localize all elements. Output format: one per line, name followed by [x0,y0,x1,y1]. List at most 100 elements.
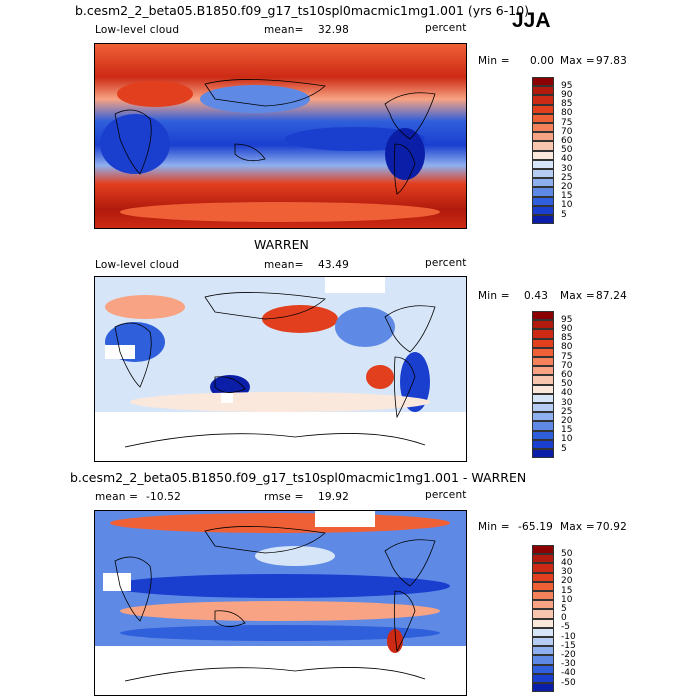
colorbar-cell [532,132,554,142]
colorbar-cell [532,104,554,114]
colorbar-cell [532,393,554,403]
colorbar-tick-label: 25 [561,406,573,417]
colorbar-tick-label: -30 [561,659,576,670]
panel2-nodata-australia [221,393,233,403]
colorbar-tick-label: 15 [561,191,573,202]
colorbar-tick-label: 40 [561,154,573,165]
colorbar-cell [532,320,554,330]
colorbar-cell [532,618,554,628]
panel3-map [94,510,467,696]
panel2-nodata-pacific-corner [325,277,385,293]
panel1-mean-label: mean= [264,24,304,36]
colorbar-cell [532,169,554,179]
colorbar-cell [532,159,554,169]
panel1-asia-low [200,85,310,113]
panel1-units: percent [425,22,467,34]
panel2-min-label: Min = [478,290,510,302]
panel2-southeast-pacific-high [366,365,394,389]
colorbar-tick-label: 20 [561,576,573,587]
panel3-title: b.cesm2_2_beta05.B1850.f09_g17_ts10spl0m… [70,470,527,485]
colorbar-tick-label: 25 [561,172,573,183]
colorbar-cell [532,430,554,440]
panel2-max-label: Max = [560,290,595,302]
colorbar-tick-label: 75 [561,351,573,362]
panel3-max-value: 70.92 [596,521,628,533]
panel2-north-pacific-high [262,305,338,333]
panel3-southern-neg [120,625,440,641]
colorbar-cell [532,609,554,619]
panel3-rmse-value: 19.92 [318,491,350,503]
colorbar-tick-label: 10 [561,434,573,445]
colorbar-tick-label: 70 [561,360,573,371]
colorbar-tick-label: -10 [561,631,576,642]
colorbar-tick-label: 60 [561,135,573,146]
colorbar-cell [532,655,554,665]
panel2-mean-value: 43.49 [318,259,350,271]
colorbar-tick-label: 10 [561,594,573,605]
colorbar-cell [532,563,554,573]
colorbar-tick-label: 85 [561,99,573,110]
panel2-colorbar: 95 90 85 80 75 70 60 50 40 30 25 20 15 10 5 [532,311,602,461]
colorbar-cell [532,581,554,591]
colorbar-cell [532,683,554,693]
colorbar-tick-label: 95 [561,80,573,91]
panel3-tropical-neg [110,574,450,598]
colorbar-cell [532,600,554,610]
colorbar-tick-label: 20 [561,181,573,192]
colorbar-cell [532,77,554,87]
panel2-nodata-south [95,412,466,461]
colorbar-tick-label: 75 [561,117,573,128]
colorbar-cell [532,646,554,656]
colorbar-tick-label: 15 [561,425,573,436]
colorbar-cell [532,384,554,394]
colorbar-cell [532,439,554,449]
panel2-variable-label: Low-level cloud [95,259,180,271]
colorbar-tick-label: 5 [561,443,567,454]
colorbar-cell [532,215,554,225]
colorbar-cell [532,421,554,431]
colorbar-tick-label: 70 [561,126,573,137]
panel3-nodata-africa [103,573,131,591]
colorbar-cell [532,311,554,321]
colorbar-tick-label: 10 [561,200,573,211]
colorbar-tick-label: 60 [561,369,573,380]
colorbar-cell [532,403,554,413]
colorbar-cell [532,187,554,197]
panel2-north-america-low [335,307,395,347]
colorbar-tick-label: -15 [561,640,576,651]
colorbar-cell [532,95,554,105]
colorbar-cell [532,412,554,422]
colorbar-cell [532,113,554,123]
colorbar-cell [532,554,554,564]
panel3-coastlines [114,526,436,682]
colorbar-cell [532,196,554,206]
panel1-max-value: 97.83 [596,55,628,67]
colorbar-cell [532,375,554,385]
colorbar-cell [532,205,554,215]
colorbar-tick-label: 50 [561,379,573,390]
colorbar-tick-label: -5 [561,622,570,633]
colorbar-cell [532,664,554,674]
panel3-southern-positive [120,601,440,621]
colorbar-tick-label: 50 [561,548,573,559]
panel3-arctic-positive [110,513,450,533]
colorbar-cell [532,178,554,188]
colorbar-tick-label: 90 [561,323,573,334]
panel2-map [94,276,467,462]
panel3-min-value: -65.19 [518,521,554,533]
panel1-coastlines [114,79,436,195]
panel3-min-label: Min = [478,521,510,533]
colorbar-cell [532,150,554,160]
panel3-nodata-south [95,646,466,695]
colorbar-tick-label: 30 [561,163,573,174]
colorbar-cell [532,637,554,647]
panel1-colorbar: 95 90 85 80 75 70 60 50 40 30 25 20 15 10 5 [532,77,602,227]
panel1-southamerica-low [385,128,425,180]
colorbar-tick-label: 5 [561,603,567,614]
panel1-mean-value: 32.98 [318,24,350,36]
panel2-units: percent [425,257,467,269]
panel1-map [94,43,467,229]
panel3-units: percent [425,489,467,501]
colorbar-tick-label: 95 [561,314,573,325]
colorbar-cell [532,338,554,348]
